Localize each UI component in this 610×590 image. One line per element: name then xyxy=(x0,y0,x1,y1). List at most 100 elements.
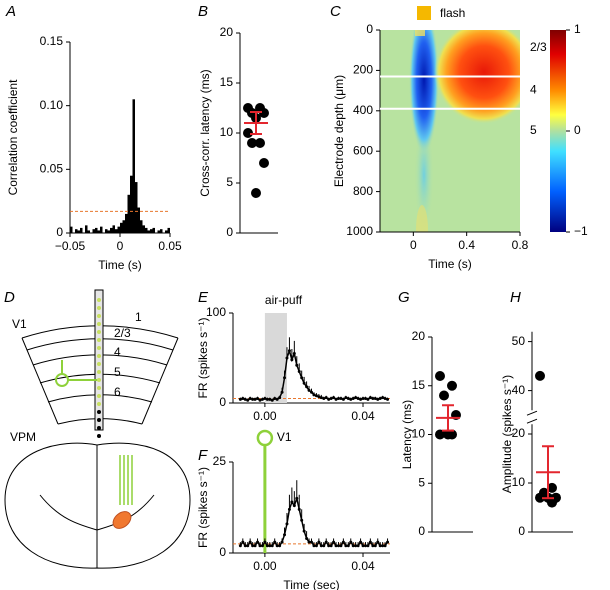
x-tick-label: 0.00 xyxy=(253,409,277,423)
data-point xyxy=(292,352,296,355)
data-point xyxy=(270,544,274,548)
data-point xyxy=(373,544,377,548)
data-point xyxy=(366,544,370,548)
data-point xyxy=(378,544,382,548)
y-tick-label: 20 xyxy=(220,25,234,39)
y-tick-label: 0 xyxy=(418,524,425,538)
stimulus-shade xyxy=(264,313,287,403)
y-tick-label: 0.05 xyxy=(40,162,64,176)
data-point xyxy=(371,397,375,400)
data-point xyxy=(248,540,252,544)
y-tick-label: 5 xyxy=(226,175,233,189)
data-point xyxy=(341,397,345,401)
data-point xyxy=(336,544,340,548)
data-point xyxy=(349,540,353,544)
legend-swatch xyxy=(417,6,431,20)
data-point xyxy=(275,397,279,401)
data-point xyxy=(334,544,338,548)
data-point xyxy=(359,397,363,401)
data-point xyxy=(329,544,333,548)
bar xyxy=(112,225,115,233)
data-point xyxy=(435,429,445,440)
data-point xyxy=(273,540,277,544)
panel-letter: E xyxy=(198,289,209,306)
bar xyxy=(120,222,123,233)
data-point xyxy=(341,540,345,544)
annotation: air-puff xyxy=(265,293,303,307)
y-tick-label: 10 xyxy=(220,125,234,139)
data-point xyxy=(322,397,326,400)
data-point xyxy=(285,356,289,360)
bar xyxy=(92,229,95,233)
bar xyxy=(77,230,80,233)
data-point xyxy=(305,536,309,540)
bar xyxy=(87,230,90,233)
data-point xyxy=(378,397,382,400)
bar xyxy=(137,207,140,233)
data-point xyxy=(354,396,358,400)
data-point xyxy=(278,396,282,400)
legend-label: flash xyxy=(440,6,465,20)
data-point xyxy=(273,397,277,400)
data-point xyxy=(258,544,262,548)
data-point xyxy=(344,396,348,400)
y-axis-label: FR (spikes s⁻¹) xyxy=(196,467,210,548)
data-point xyxy=(339,397,343,400)
data-point xyxy=(260,397,264,401)
data-point xyxy=(259,158,269,168)
data-point xyxy=(383,397,387,400)
data-point xyxy=(344,544,348,548)
data-point xyxy=(295,496,299,500)
bar xyxy=(135,182,138,233)
data-point xyxy=(263,540,267,544)
data-point xyxy=(381,396,385,400)
cortex-diagram xyxy=(4,289,191,569)
data-point xyxy=(376,540,380,544)
x-tick-label: 0.04 xyxy=(351,409,375,423)
data-point xyxy=(447,380,457,391)
bar xyxy=(100,226,103,233)
panel-letter: G xyxy=(398,289,410,306)
data-point xyxy=(253,397,257,401)
colorbar-tick-label: −1 xyxy=(574,224,588,238)
data-point xyxy=(547,497,557,508)
data-point xyxy=(327,544,331,548)
bar xyxy=(70,226,73,233)
data-point xyxy=(295,363,299,367)
data-point xyxy=(373,397,377,400)
data-point xyxy=(260,544,264,548)
data-point xyxy=(359,540,363,544)
y-axis-label: Electrode depth (μm) xyxy=(332,75,346,187)
data-point xyxy=(241,397,245,400)
data-point xyxy=(366,397,370,401)
bar xyxy=(167,227,170,233)
data-point xyxy=(302,529,306,533)
heatmap-image xyxy=(380,30,520,232)
data-point xyxy=(447,429,457,440)
y-tick-label: 50 xyxy=(512,334,526,348)
data-point xyxy=(283,533,287,537)
data-point xyxy=(243,544,247,548)
data-point xyxy=(383,544,387,548)
data-point xyxy=(439,390,449,401)
data-point xyxy=(268,544,272,548)
data-point xyxy=(297,370,301,373)
data-point xyxy=(381,544,385,548)
data-point xyxy=(356,544,360,548)
x-axis-label: Time (s) xyxy=(98,258,142,272)
colorbar-tick-label: 1 xyxy=(574,22,581,36)
data-point xyxy=(310,390,313,394)
bar xyxy=(97,230,100,233)
x-tick-label: 0.05 xyxy=(158,239,182,253)
data-point xyxy=(332,396,336,400)
data-point xyxy=(371,544,375,548)
bar xyxy=(80,227,83,233)
y-tick-label: 400 xyxy=(353,103,373,117)
y-tick-label: 200 xyxy=(353,63,373,77)
y-tick-label: 10 xyxy=(512,475,526,489)
x-tick-label: 0.4 xyxy=(458,238,475,252)
data-point xyxy=(356,397,360,400)
x-tick-label: 0.8 xyxy=(512,238,529,252)
data-point xyxy=(324,396,328,400)
layer-label: 4 xyxy=(530,83,537,97)
